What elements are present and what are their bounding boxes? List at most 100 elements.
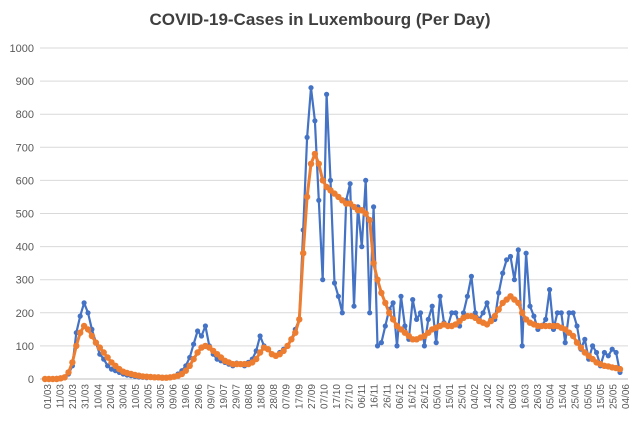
- x-tick-label: 31/03: [81, 384, 92, 409]
- data-point: [382, 299, 389, 307]
- data-point: [280, 347, 287, 355]
- data-point: [495, 306, 502, 313]
- data-point: [307, 160, 315, 167]
- data-point: [96, 344, 104, 351]
- data-point: [570, 310, 576, 316]
- y-axis-ticks: 0 100 200 300 400 500 600 700 800 900 1000: [10, 43, 34, 386]
- data-point: [300, 250, 307, 257]
- x-tick-label: 30/05: [156, 384, 167, 409]
- data-point: [453, 310, 459, 316]
- series-layer: [41, 85, 624, 383]
- data-point: [519, 309, 526, 316]
- data-point: [256, 349, 264, 356]
- data-point: [468, 273, 474, 279]
- data-point: [61, 374, 68, 381]
- data-point: [335, 293, 341, 299]
- series-line: [45, 86, 622, 381]
- y-tick-label: 700: [16, 142, 34, 154]
- data-point: [324, 91, 330, 97]
- data-point: [531, 313, 537, 319]
- data-point: [562, 340, 568, 346]
- y-tick-label: 600: [16, 175, 34, 187]
- data-point: [85, 310, 91, 316]
- chart-title: COVID-19-Cases in Luxembourg (Per Day): [149, 10, 491, 29]
- y-tick-label: 400: [16, 242, 34, 254]
- data-point: [327, 177, 334, 183]
- data-point: [359, 244, 365, 250]
- data-point: [402, 323, 408, 329]
- data-point: [198, 333, 205, 339]
- data-point: [605, 353, 611, 359]
- x-tick-label: 16/12: [407, 384, 418, 409]
- data-point: [593, 349, 600, 356]
- x-tick-label: 21/03: [68, 384, 79, 409]
- data-point: [288, 336, 295, 343]
- data-point: [558, 310, 564, 316]
- x-tick-label: 08/08: [244, 384, 255, 409]
- data-point: [182, 367, 189, 374]
- data-point: [389, 316, 397, 323]
- x-tick-label: 26/03: [533, 384, 544, 409]
- y-tick-label: 200: [16, 308, 34, 320]
- data-point: [472, 310, 478, 316]
- data-point: [253, 355, 260, 363]
- data-point: [421, 343, 427, 349]
- data-point: [104, 354, 111, 361]
- x-tick-label: 06/12: [395, 384, 406, 409]
- data-point: [92, 339, 100, 346]
- x-tick-label: 01/03: [43, 384, 54, 409]
- data-point: [543, 316, 549, 322]
- x-tick-label: 07/10: [319, 384, 330, 409]
- y-tick-label: 300: [16, 275, 34, 287]
- series-line: [45, 152, 621, 381]
- data-point: [284, 342, 291, 350]
- data-point: [449, 310, 455, 316]
- x-tick-label: 25/01: [458, 384, 469, 409]
- x-tick-label: 04/06: [621, 384, 632, 409]
- data-point: [191, 341, 197, 347]
- x-tick-label: 27/10: [345, 384, 356, 409]
- data-point: [312, 118, 318, 124]
- data-point: [186, 362, 193, 369]
- data-point: [65, 369, 72, 376]
- y-tick-label: 800: [16, 109, 34, 121]
- data-point: [371, 204, 377, 210]
- x-tick-label: 11/03: [56, 384, 67, 409]
- x-tick-label: 15/05: [596, 384, 607, 409]
- data-point: [315, 160, 322, 167]
- data-point: [429, 303, 435, 309]
- data-point: [433, 340, 439, 346]
- x-axis-ticks: 01/03 11/03 21/03 31/03 10/04 20/04 30/04 10/05…: [43, 384, 632, 409]
- data-point: [547, 287, 553, 293]
- data-point: [437, 293, 443, 299]
- data-point: [374, 276, 381, 283]
- data-point: [487, 317, 495, 325]
- data-point: [382, 323, 388, 329]
- x-tick-label: 25/04: [571, 384, 582, 409]
- data-point: [264, 346, 272, 353]
- data-point: [366, 216, 373, 224]
- data-point: [410, 297, 416, 303]
- y-tick-label: 0: [28, 374, 34, 386]
- y-tick-label: 1000: [10, 43, 34, 55]
- x-tick-label: 09/06: [169, 384, 180, 409]
- data-point: [609, 346, 615, 352]
- x-tick-label: 26/12: [420, 384, 431, 409]
- data-point: [308, 85, 314, 91]
- y-tick-label: 900: [16, 76, 34, 88]
- y-tick-label: 100: [16, 341, 34, 353]
- x-tick-label: 06/11: [357, 384, 368, 409]
- x-tick-label: 16/03: [520, 384, 531, 409]
- x-tick-label: 30/04: [118, 384, 129, 409]
- data-point: [491, 312, 498, 320]
- data-point: [378, 289, 385, 297]
- x-tick-label: 18/08: [257, 384, 268, 409]
- data-point: [378, 340, 384, 346]
- x-tick-label: 17/09: [294, 384, 305, 409]
- x-tick-label: 19/07: [219, 384, 230, 409]
- data-point: [339, 310, 345, 316]
- data-point: [77, 329, 84, 336]
- data-point: [523, 250, 529, 256]
- data-point: [417, 310, 424, 316]
